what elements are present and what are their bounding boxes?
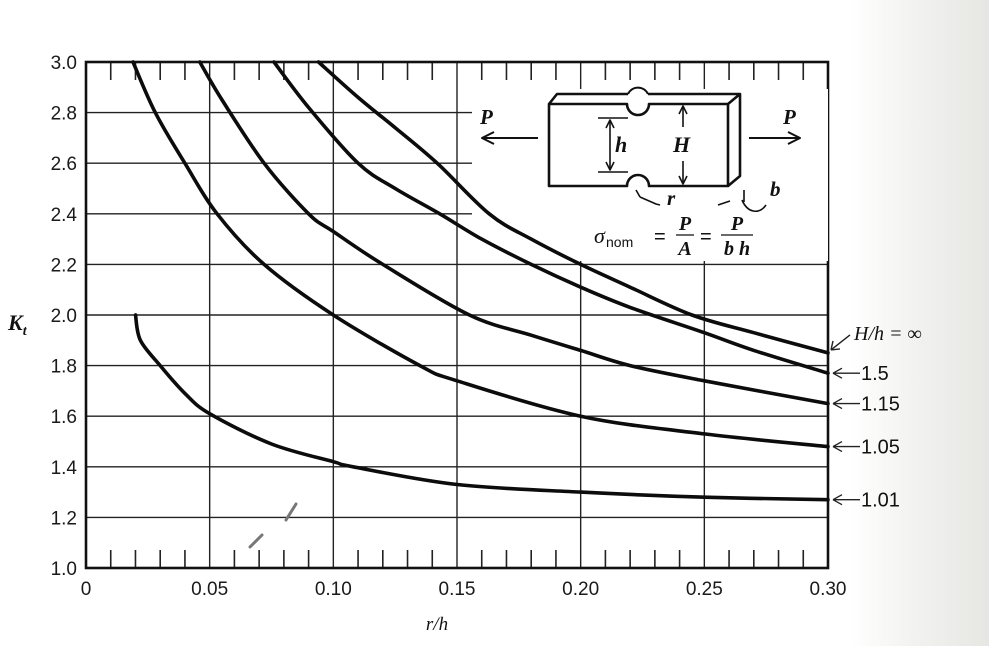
legend-label: H/h = ∞: [853, 323, 922, 345]
y-tick-label: 2.8: [51, 104, 77, 125]
legend-label: 1.01: [861, 490, 900, 512]
notched-bar-diagram: [481, 86, 801, 212]
y-axis-title: Kt: [7, 310, 28, 339]
x-axis-title: r/h: [426, 614, 448, 635]
legend-arrow: [832, 367, 860, 379]
legend-label: 1.05: [861, 437, 900, 459]
y-tick-label: 2.0: [51, 306, 77, 327]
bar-top-face: [547, 92, 742, 187]
svg-text:P: P: [678, 213, 692, 235]
dimension-h: [598, 117, 628, 173]
dim-label-H: H: [672, 132, 691, 157]
y-tick-label: 1.2: [51, 508, 77, 529]
dimension-H: [678, 105, 688, 185]
dim-label-h: h: [615, 132, 627, 157]
y-tick-label: 2.4: [51, 205, 78, 226]
curve-1-15: [198, 60, 830, 406]
x-tick-label: 0.30: [810, 579, 847, 600]
svg-text:nom: nom: [606, 234, 633, 250]
legend: H/h = ∞ 1.5 1.15 1.05 1.01: [830, 323, 922, 512]
radius-leader: [635, 189, 661, 206]
curve-1-5: [272, 60, 830, 375]
y-tick-label: 2.2: [51, 255, 77, 276]
x-tick-label: 0.10: [315, 579, 352, 600]
y-tick-labels: 1.0 1.2 1.4 1.6 1.8 2.0 2.2 2.4 2.6 2.8 3.0: [51, 53, 78, 580]
y-tick-label: 3.0: [51, 53, 77, 74]
y-tick-label: 2.6: [51, 154, 77, 175]
plot-frame: [84, 60, 830, 570]
svg-text:A: A: [676, 238, 691, 260]
legend-arrow: [832, 494, 860, 506]
dim-label-r: r: [667, 186, 676, 210]
legend-label: 1.15: [861, 394, 900, 416]
x-tick-labels: 0 0.05 0.10 0.15 0.20 0.25 0.30: [81, 579, 847, 600]
svg-text:=: =: [654, 226, 666, 248]
load-arrows: [481, 131, 801, 145]
x-tick-label: 0.05: [191, 579, 228, 600]
x-tick-label: 0.25: [686, 579, 723, 600]
load-label-left: P: [479, 105, 493, 129]
y-tick-label: 1.0: [51, 559, 77, 580]
load-label-right: P: [782, 105, 796, 129]
x-tick-label: 0.15: [439, 579, 476, 600]
y-tick-label: 1.6: [51, 407, 77, 428]
nominal-stress-formula: σ nom = P A = P b h: [594, 213, 753, 260]
dim-label-b: b: [770, 177, 781, 201]
curve-Hh: [316, 60, 830, 355]
thickness-leader: [717, 190, 767, 212]
svg-text:σ: σ: [594, 223, 606, 248]
x-tick-label: 0.20: [562, 579, 599, 600]
legend-arrow: [830, 334, 851, 351]
print-blemish: [248, 502, 298, 549]
svg-text:=: =: [700, 226, 712, 248]
y-tick-label: 1.8: [51, 357, 77, 378]
legend-label: 1.5: [861, 363, 889, 385]
bar-front-face: [547, 102, 730, 188]
curves: [131, 60, 830, 502]
svg-text:P: P: [730, 213, 744, 235]
minor-ticks: [109, 62, 805, 568]
svg-text:b h: b h: [724, 238, 750, 260]
legend-arrow: [832, 440, 860, 453]
legend-arrow: [832, 397, 860, 410]
curve-1-01: [133, 313, 830, 502]
curve-1-05: [131, 60, 830, 449]
x-tick-label: 0: [81, 579, 92, 600]
y-tick-label: 1.4: [51, 458, 78, 479]
